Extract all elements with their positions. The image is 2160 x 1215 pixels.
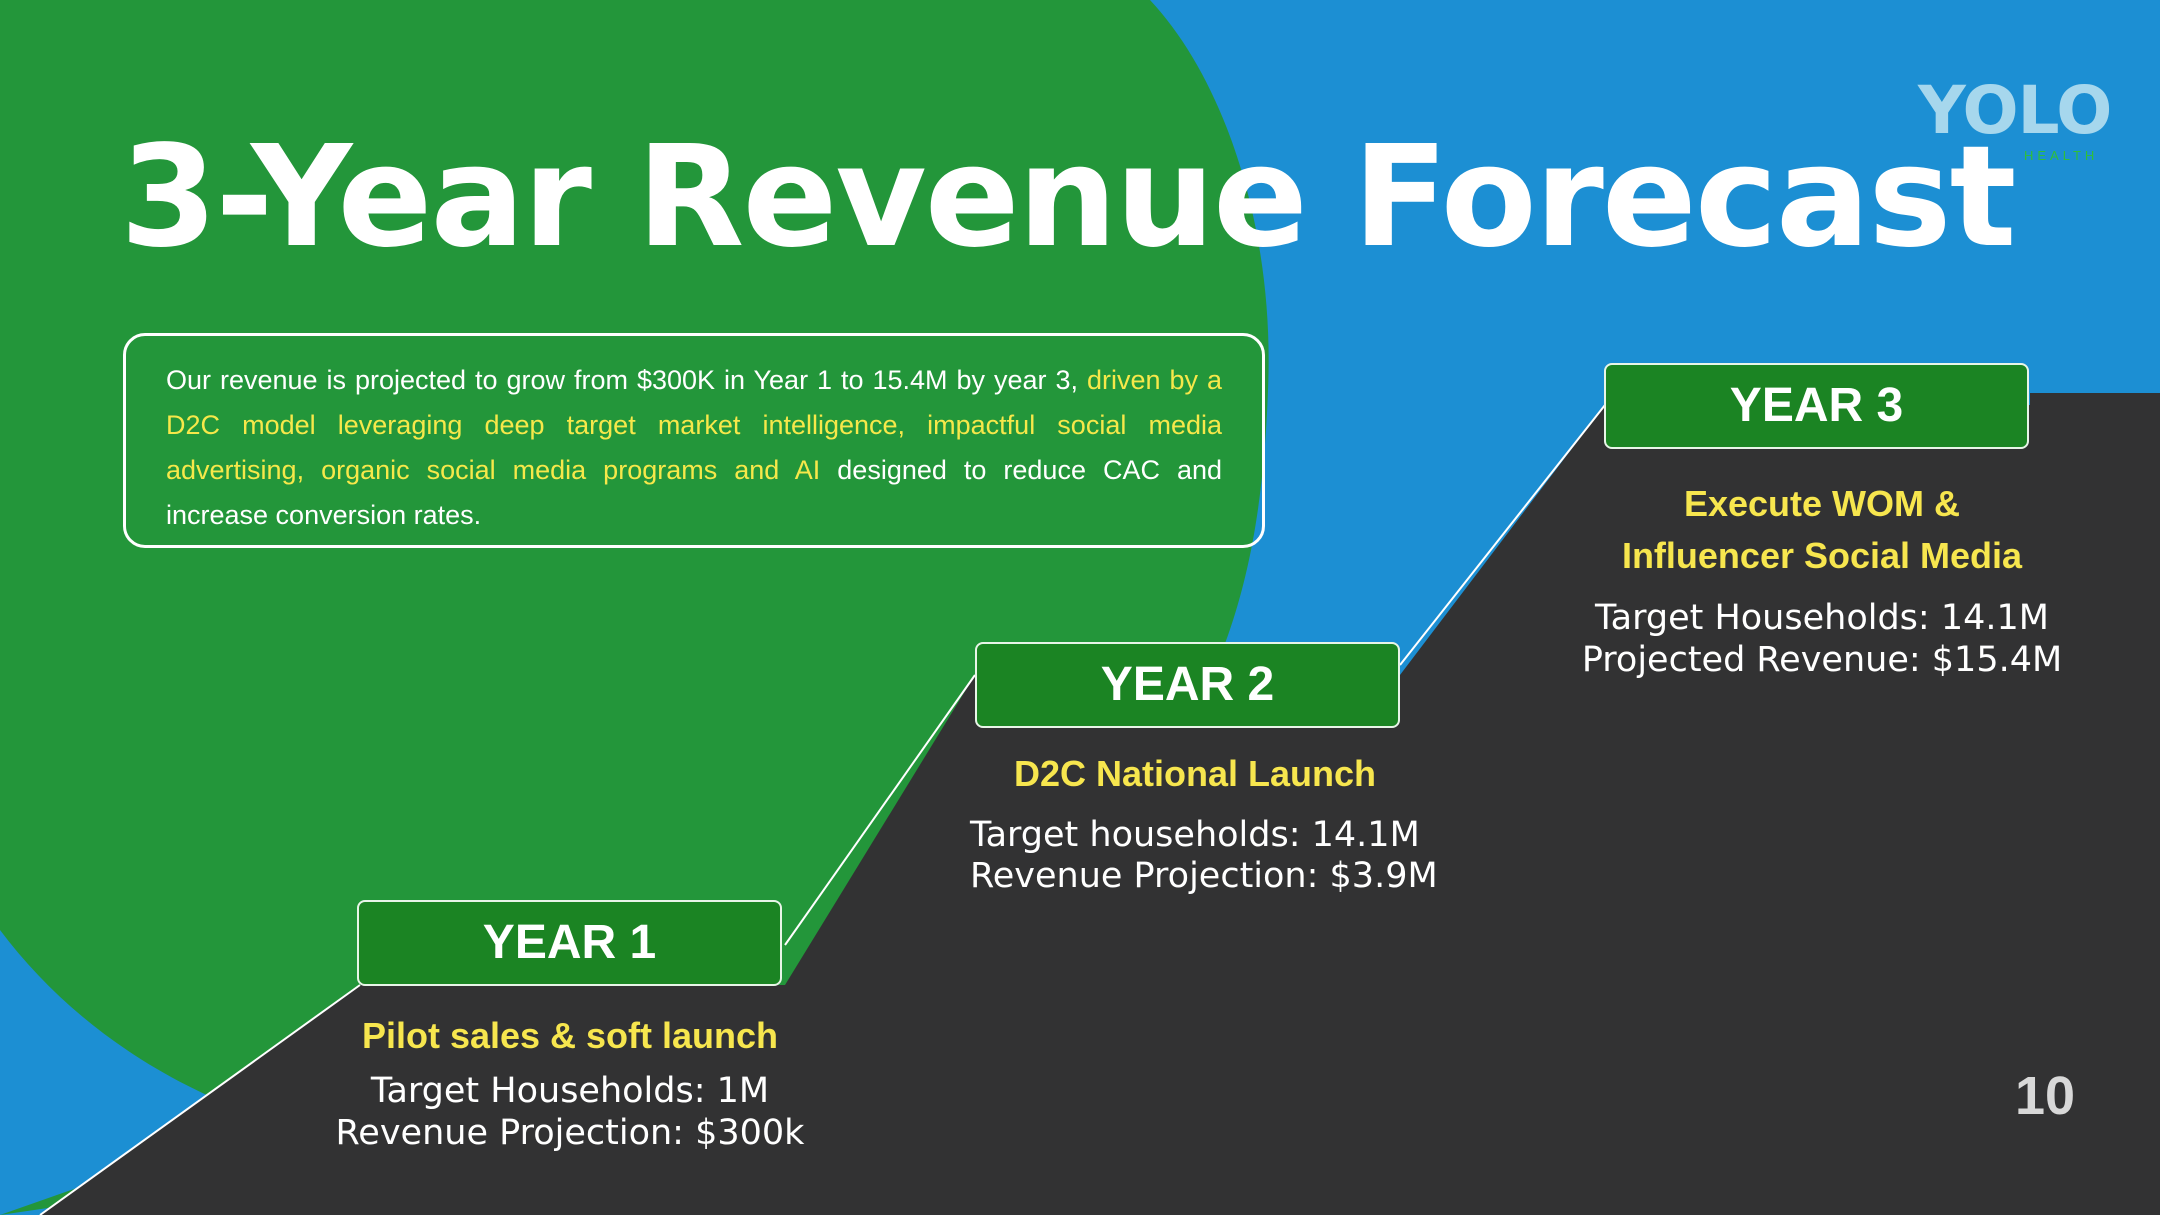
yolo-logo: YOLO — [1918, 72, 2112, 149]
description-text: Our revenue is projected to grow from $3… — [166, 358, 1222, 538]
page-number: 10 — [2015, 1066, 2076, 1126]
description-box: Our revenue is projected to grow from $3… — [123, 333, 1265, 548]
year-1-box: YEAR 1 — [357, 900, 782, 986]
year-2-box: YEAR 2 — [975, 642, 1400, 728]
year-1-subtitle: Pilot sales & soft launch — [361, 1015, 779, 1056]
description-highlight: driven by a D2C model leveraging deep ta… — [166, 365, 1223, 485]
year-3-target-households: Target Households: 14.1M — [1595, 598, 2049, 638]
year-2-revenue: Revenue Projection: $3.9M — [970, 856, 1438, 896]
year-3-subtitle-line-2: Influencer Social Media — [1621, 535, 2023, 576]
staircase-edge-line — [39, 404, 1606, 1215]
year-3-subtitle-line-1: Execute WOM & — [1683, 483, 1961, 524]
year-1-target-households: Target Households: 1M — [370, 1071, 770, 1111]
year-2-target-households: Target households: 14.1M — [970, 815, 1420, 855]
year-3-box: YEAR 3 — [1604, 363, 2029, 449]
page-title: 3-Year Revenue Forecast — [120, 116, 2017, 279]
year-1-revenue: Revenue Projection: $300k — [335, 1113, 805, 1153]
dark-staircase — [40, 393, 2160, 1215]
description-plain-end: designed to reduce CAC and increase conv… — [166, 455, 1223, 530]
yolo-logo-subtitle: HEALTH — [2024, 148, 2099, 163]
description-plain-start: Our revenue is projected to grow from $3… — [166, 365, 1087, 395]
year-3-revenue: Projected Revenue: $15.4M — [1581, 640, 2063, 680]
year-2-subtitle: D2C National Launch — [1013, 753, 1377, 794]
green-blob — [0, 0, 1269, 1215]
